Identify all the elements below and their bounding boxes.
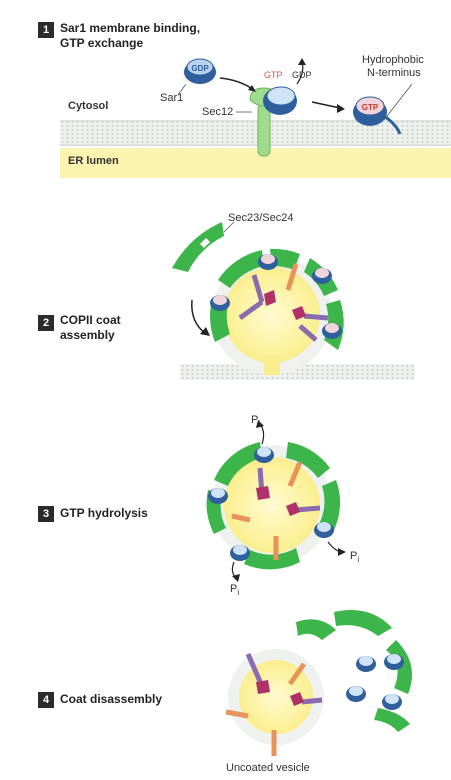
step-1-title-line2: GTP exchange — [60, 36, 144, 50]
cargo-receptor — [251, 274, 265, 303]
gdp-text: GDP — [292, 70, 312, 80]
step-4-number: 4 — [38, 692, 54, 708]
bud-lumen — [224, 267, 320, 363]
cargo-molecule — [286, 502, 300, 516]
arrow-to-membrane — [311, 101, 341, 109]
pi-subscript: i — [357, 555, 360, 565]
step-4-title: Coat disassembly — [60, 692, 163, 706]
cargo-protein — [287, 662, 307, 686]
sec12-label: Sec12 — [202, 106, 234, 118]
cargo-molecule — [292, 306, 306, 320]
cargo-molecule — [290, 692, 304, 706]
step-3-title: GTP hydrolysis — [60, 506, 148, 520]
coat-segment — [214, 442, 262, 486]
step-2-title: COPII coat assembly — [60, 313, 121, 343]
pi-release-arrow — [259, 423, 265, 445]
step-2-number: 2 — [38, 315, 54, 331]
pi-text: P — [251, 414, 259, 426]
pi-subscript: i — [258, 419, 261, 429]
cytosol-label: Cytosol — [68, 100, 109, 112]
assembly-arrow — [191, 299, 207, 335]
pi-subscript: i — [237, 588, 240, 598]
coat-segment — [286, 442, 330, 478]
sar1-gdp-pocket — [186, 58, 214, 76]
coat-segment — [318, 480, 341, 534]
step-2-title-line2: assembly — [60, 328, 115, 342]
er-lumen-region — [60, 148, 451, 178]
coat-segment — [218, 250, 264, 288]
cargo-receptor — [303, 313, 329, 321]
coat-segment — [244, 548, 300, 570]
er-lumen-label: ER lumen — [68, 155, 119, 167]
step-1-number: 1 — [38, 22, 54, 38]
gtp-badge: GTP — [362, 103, 379, 112]
hydrophobic-label-line1: Hydrophobic — [362, 54, 424, 66]
coat-segment — [210, 300, 230, 342]
cargo-receptor — [295, 505, 321, 513]
cargo-molecule — [264, 290, 276, 306]
step-2-title-line1: COPII coat — [60, 313, 121, 327]
step-2-panel — [172, 221, 415, 380]
sar1-exchange-pocket — [266, 86, 296, 106]
step-3-panel — [206, 420, 346, 582]
hydrophobic-label-line2: N-terminus — [367, 67, 421, 79]
pi-label-bottom: Pi — [230, 583, 239, 599]
vesicle-lumen — [224, 457, 320, 553]
step2-membrane — [180, 364, 415, 380]
sar1-gtp-pocket — [355, 96, 385, 116]
sec23-sec24-free — [172, 222, 224, 272]
cargo-protein — [285, 263, 299, 291]
sec23-sec24-label: Sec23/Sec24 — [228, 212, 294, 224]
cargo-molecule — [256, 486, 270, 500]
pi-label-right: Pi — [350, 550, 359, 566]
step-1-title: Sar1 membrane binding, GTP exchange — [60, 21, 200, 51]
pi-text: P — [350, 550, 358, 562]
released-coat — [296, 619, 336, 640]
sec12-stalk — [257, 103, 271, 157]
step-3-number: 3 — [38, 506, 54, 522]
released-coat — [374, 708, 410, 732]
step-1-panel — [60, 58, 451, 178]
step-1-title-line1: Sar1 membrane binding, — [60, 21, 201, 35]
pi-text: P — [230, 583, 238, 595]
step-4-panel — [225, 610, 412, 756]
bud-neck — [264, 355, 280, 375]
gdp-badge: GDP — [191, 64, 209, 73]
uncoated-vesicle-label: Uncoated vesicle — [226, 762, 310, 774]
sar1-label: Sar1 — [160, 92, 184, 104]
cargo-molecule — [256, 680, 270, 694]
gtp-text: GTP — [264, 70, 283, 80]
cargo-protein — [287, 461, 303, 487]
arrow-to-sec12 — [219, 77, 255, 91]
released-coat — [334, 610, 392, 636]
cargo-protein — [225, 709, 249, 719]
er-membrane — [60, 120, 451, 146]
pi-label-top: Pi — [251, 414, 260, 430]
cargo-receptor — [245, 652, 265, 688]
coat-segment — [270, 248, 300, 270]
cargo-protein — [231, 513, 251, 523]
cargo-receptor — [301, 697, 323, 705]
